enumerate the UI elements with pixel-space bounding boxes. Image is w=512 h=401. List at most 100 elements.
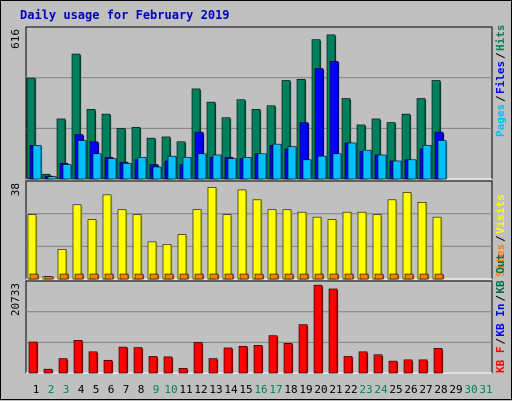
bar-pages bbox=[332, 153, 342, 180]
bar-kbf bbox=[343, 356, 353, 374]
bar-sites bbox=[224, 273, 234, 280]
bar-pages bbox=[377, 154, 387, 180]
bar-sites bbox=[44, 276, 54, 280]
legend-kbytes-separator: / bbox=[494, 295, 507, 302]
bar-sites bbox=[284, 273, 294, 280]
x-tick-day-4: 4 bbox=[78, 383, 85, 396]
bar-visits bbox=[327, 219, 337, 280]
bar-visits bbox=[207, 187, 217, 280]
bar-kbf bbox=[283, 342, 293, 374]
bar-kbf bbox=[118, 346, 128, 374]
chart-title: Daily usage for February 2019 bbox=[20, 8, 230, 22]
bar-kbf bbox=[373, 354, 383, 374]
legend-hits-separator: / bbox=[494, 95, 507, 102]
bar-kbf bbox=[193, 342, 203, 374]
legend-visits-separator: / bbox=[494, 235, 507, 242]
bar-pages bbox=[47, 176, 57, 180]
bar-pages bbox=[122, 163, 132, 180]
bar-pages bbox=[167, 155, 177, 180]
bar-visits bbox=[252, 199, 262, 280]
bar-kbf bbox=[103, 359, 113, 374]
bar-visits bbox=[132, 214, 142, 280]
bar-pages bbox=[302, 159, 312, 180]
bar-sites bbox=[329, 273, 339, 280]
x-tick-day-3: 3 bbox=[63, 383, 70, 396]
bar-pages bbox=[287, 146, 297, 180]
bar-sites bbox=[299, 273, 309, 280]
legend-hits-files: Files bbox=[494, 61, 507, 94]
x-tick-day-28: 28 bbox=[434, 383, 447, 396]
bar-visits bbox=[222, 214, 232, 280]
bar-visits bbox=[192, 209, 202, 280]
bar-kbf bbox=[133, 347, 143, 374]
bar-sites bbox=[89, 273, 99, 280]
bar-pages bbox=[422, 145, 432, 180]
x-tick-day-9: 9 bbox=[153, 383, 160, 396]
bar-kbf bbox=[298, 324, 308, 374]
x-tick-day-20: 20 bbox=[314, 383, 327, 396]
bar-sites bbox=[149, 273, 159, 280]
x-tick-day-16: 16 bbox=[254, 383, 267, 396]
bar-kbf bbox=[58, 358, 68, 374]
bar-sites bbox=[314, 273, 324, 280]
x-tick-day-21: 21 bbox=[329, 383, 342, 396]
bar-kbf bbox=[358, 351, 368, 374]
bar-kbf bbox=[328, 288, 338, 374]
bar-visits bbox=[387, 199, 397, 280]
x-tick-day-11: 11 bbox=[179, 383, 192, 396]
bar-sites bbox=[59, 273, 69, 280]
bar-visits bbox=[417, 202, 427, 280]
y-max-label-2: 20733 bbox=[9, 283, 22, 316]
legend-hits-hits: Hits bbox=[494, 25, 507, 52]
bar-sites bbox=[254, 273, 264, 280]
x-tick-day-17: 17 bbox=[269, 383, 282, 396]
bar-sites bbox=[389, 273, 399, 280]
bar-visits bbox=[72, 204, 82, 280]
bar-pages bbox=[182, 157, 192, 180]
legend-hits-separator: / bbox=[494, 52, 507, 59]
bar-pages bbox=[272, 143, 282, 180]
bar-kbf bbox=[43, 368, 53, 374]
bar-kbf bbox=[73, 340, 83, 374]
bar-kbf bbox=[28, 341, 38, 374]
x-tick-day-15: 15 bbox=[239, 383, 252, 396]
bar-sites bbox=[134, 273, 144, 280]
bar-sites bbox=[209, 273, 219, 280]
bar-kbf bbox=[388, 360, 398, 374]
bar-pages bbox=[257, 153, 267, 180]
x-tick-day-14: 14 bbox=[224, 383, 238, 396]
bar-sites bbox=[104, 273, 114, 280]
bar-visits bbox=[282, 209, 292, 280]
bar-kbf bbox=[208, 358, 218, 374]
bar-visits bbox=[432, 216, 442, 280]
bar-kbf bbox=[403, 359, 413, 374]
bar-visits bbox=[372, 214, 382, 280]
bar-kbf bbox=[433, 348, 443, 374]
bar-kbf bbox=[163, 356, 173, 374]
legend-kbytes-kb-in: KB In bbox=[494, 303, 507, 336]
bar-visits bbox=[147, 241, 157, 280]
bar-kbf bbox=[223, 347, 233, 374]
bar-pages bbox=[227, 158, 237, 180]
bar-visits bbox=[177, 234, 187, 280]
bar-sites bbox=[239, 273, 249, 280]
bar-sites bbox=[194, 273, 204, 280]
bar-kbf bbox=[238, 345, 248, 374]
bar-pages bbox=[62, 164, 72, 180]
x-tick-day-6: 6 bbox=[108, 383, 115, 396]
bar-kbf bbox=[313, 284, 323, 374]
bar-pages bbox=[347, 142, 357, 180]
bar-kbf bbox=[418, 359, 428, 374]
x-tick-day-10: 10 bbox=[164, 383, 177, 396]
bar-pages bbox=[137, 157, 147, 180]
bar-sites bbox=[344, 273, 354, 280]
bar-visits bbox=[267, 209, 277, 280]
bar-sites bbox=[164, 273, 174, 280]
bar-visits bbox=[402, 192, 412, 280]
bar-visits bbox=[237, 189, 247, 280]
bar-visits bbox=[117, 209, 127, 280]
bar-visits bbox=[102, 194, 112, 280]
x-tick-day-29: 29 bbox=[449, 383, 462, 396]
bar-sites bbox=[404, 273, 414, 280]
bar-kbf bbox=[268, 335, 278, 374]
